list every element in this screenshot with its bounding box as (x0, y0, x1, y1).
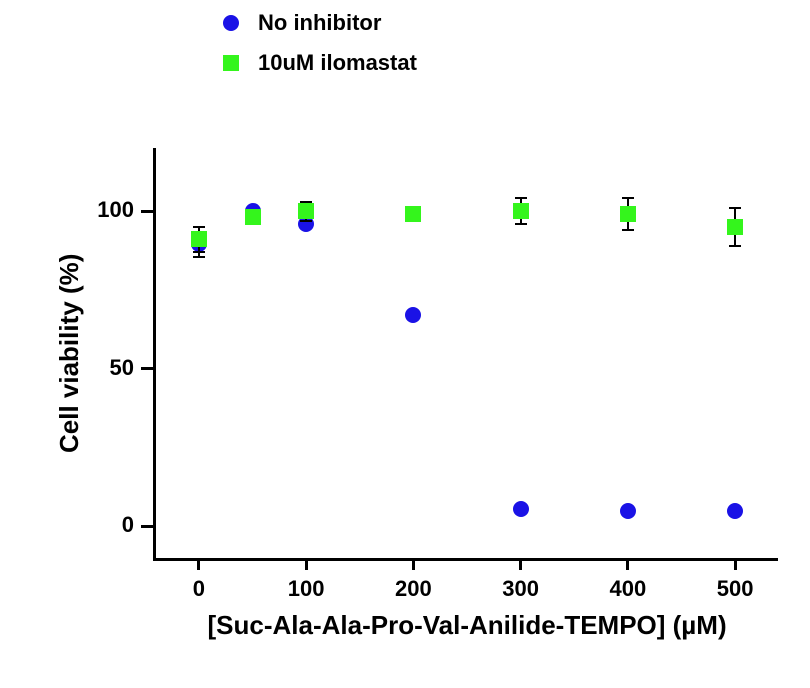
chart-container: No inhibitor 10uM ilomastat 0 100 200 300 40… (0, 0, 810, 688)
circle-icon (220, 12, 242, 34)
y-tick (141, 210, 153, 213)
x-axis-line (156, 558, 778, 561)
error-cap (193, 251, 205, 253)
data-point-circle (405, 307, 421, 323)
error-cap (729, 245, 741, 247)
x-tick (305, 558, 308, 570)
x-tick-label: 300 (481, 576, 561, 602)
error-cap (515, 223, 527, 225)
legend-item: 10uM ilomastat (220, 50, 417, 76)
y-tick-label: 0 (74, 512, 134, 538)
x-tick (519, 558, 522, 570)
y-axis-line (153, 148, 156, 561)
error-cap (515, 197, 527, 199)
data-point-square (298, 203, 314, 219)
legend: No inhibitor 10uM ilomastat (220, 10, 417, 90)
data-point-square (245, 209, 261, 225)
data-point-square (191, 231, 207, 247)
legend-label: 10uM ilomastat (258, 50, 417, 76)
x-tick-label: 500 (695, 576, 775, 602)
y-tick (141, 367, 153, 370)
x-tick (412, 558, 415, 570)
x-tick (197, 558, 200, 570)
error-cap (622, 229, 634, 231)
x-tick (626, 558, 629, 570)
data-point-circle (620, 503, 636, 519)
y-axis-title: Cell viability (%) (54, 253, 85, 452)
x-tick (734, 558, 737, 570)
data-point-square (513, 203, 529, 219)
data-point-square (405, 206, 421, 222)
x-tick-label: 100 (266, 576, 346, 602)
y-tick (141, 525, 153, 528)
error-cap (300, 220, 312, 222)
x-tick-label: 400 (588, 576, 668, 602)
y-tick-label: 100 (74, 197, 134, 223)
data-point-square (727, 219, 743, 235)
data-point-circle (727, 503, 743, 519)
x-tick-label: 200 (373, 576, 453, 602)
data-point-square (620, 206, 636, 222)
x-tick-label: 0 (159, 576, 239, 602)
legend-label: No inhibitor (258, 10, 381, 36)
x-axis-title: [Suc-Ala-Ala-Pro-Val-Anilide-TEMPO] (µM) (208, 610, 727, 641)
error-cap (193, 256, 205, 258)
error-cap (729, 207, 741, 209)
square-icon (220, 52, 242, 74)
error-cap (622, 197, 634, 199)
error-cap (193, 226, 205, 228)
data-point-circle (513, 501, 529, 517)
legend-item: No inhibitor (220, 10, 417, 36)
